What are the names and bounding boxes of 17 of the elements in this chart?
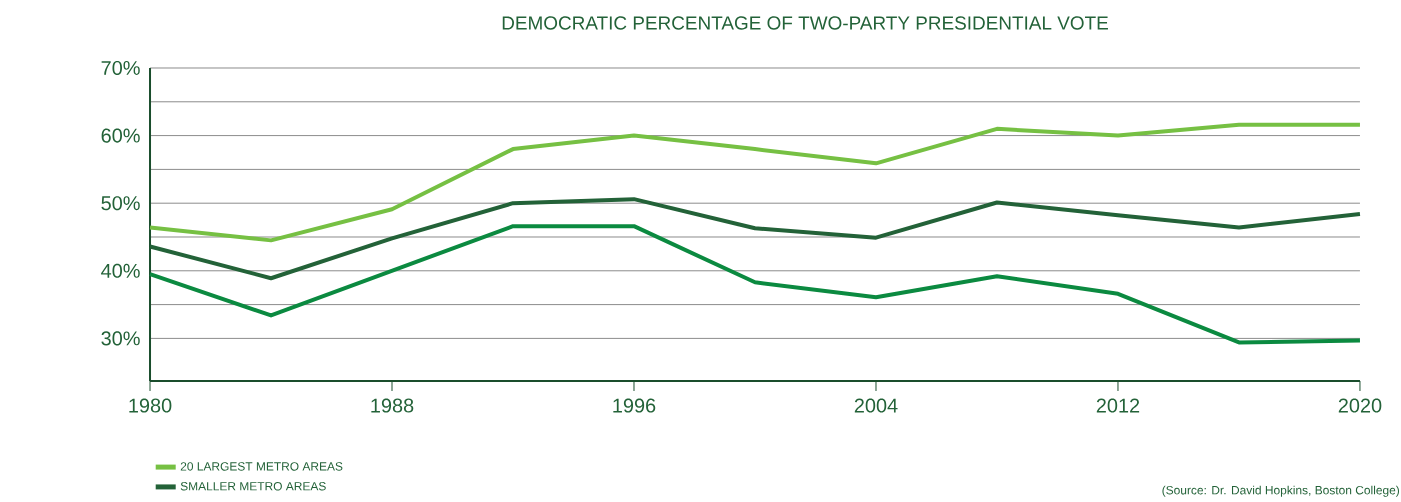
legend-label: 20 LARGEST METRO AREAS <box>180 462 343 471</box>
line-series <box>148 122 1362 243</box>
y-tick-label: 30% <box>101 331 140 346</box>
x-tick-label: 1996 <box>613 398 656 413</box>
y-tick-label: 70% <box>101 60 140 76</box>
x-tick-label: 1988 <box>371 398 414 413</box>
y-tick-label: 50% <box>101 196 140 211</box>
x-tick-label: 2020 <box>1338 398 1382 413</box>
y-tick-label: 60% <box>101 128 140 143</box>
x-tick-label: 2012 <box>1096 398 1140 413</box>
text: (Source: Dr. David Hopkins, Boston College) <box>1162 485 1400 497</box>
line-series <box>148 197 1362 281</box>
x-tick-label: 2004 <box>854 398 898 413</box>
x-tick-label: 1980 <box>129 398 172 413</box>
chart-title: DEMOCRATIC PERCENTAGE OF TWO-PARTY PRESIDENTIAL VOTE <box>502 16 1108 30</box>
legend-label: SMALLER METRO AREAS <box>180 482 326 491</box>
y-tick-label: 40% <box>101 263 140 278</box>
